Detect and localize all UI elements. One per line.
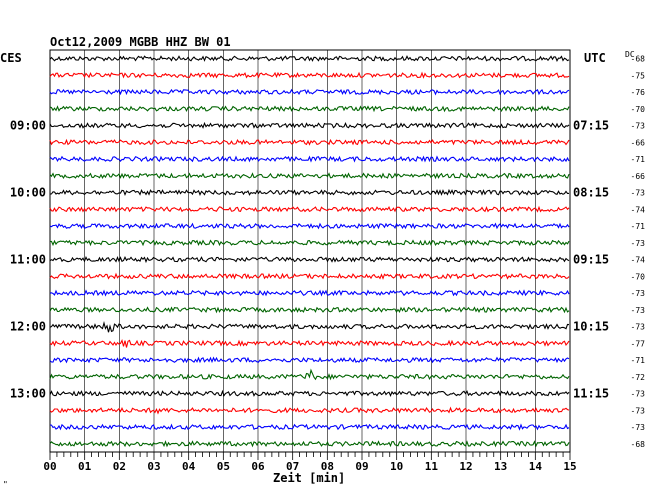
dc-offset-label: -71 xyxy=(631,222,646,231)
x-tick-label: 08 xyxy=(321,460,334,473)
x-tick-label: 09 xyxy=(355,460,368,473)
dc-offset-label: -76 xyxy=(631,88,646,97)
x-tick-label: 04 xyxy=(182,460,196,473)
dc-offset-label: -71 xyxy=(631,155,646,164)
seismic-trace xyxy=(49,55,570,62)
dc-offset-label: -68 xyxy=(631,55,646,64)
corner-mark: " xyxy=(3,480,8,489)
dc-offset-label: -70 xyxy=(631,272,646,281)
dc-offset-label: -74 xyxy=(631,205,646,214)
x-tick-label: 05 xyxy=(217,460,230,473)
plot-frame xyxy=(49,49,571,453)
dc-offset-label: -73 xyxy=(631,122,646,131)
x-tick-label: 03 xyxy=(147,460,160,473)
dc-offset-label: -77 xyxy=(631,339,646,348)
left-timezone-label: CES xyxy=(0,51,22,65)
seismic-trace xyxy=(49,272,570,280)
x-tick-label: 11 xyxy=(425,460,439,473)
seismic-trace xyxy=(49,389,570,397)
dc-offset-label: -75 xyxy=(631,71,646,80)
dc-offset-label: -73 xyxy=(631,390,646,399)
dc-offset-label: -73 xyxy=(631,306,646,315)
seismic-trace xyxy=(49,255,570,264)
seismic-trace xyxy=(49,88,570,96)
chart-title: Oct12,2009 MGBB HHZ BW 01 xyxy=(50,35,231,49)
x-tick-label: 13 xyxy=(494,460,507,473)
seismic-trace xyxy=(49,222,570,230)
dc-header: DC xyxy=(625,50,635,59)
x-tick-label: 01 xyxy=(78,460,92,473)
seismic-trace xyxy=(49,71,570,79)
hour-label-right: 11:15 xyxy=(573,387,609,401)
seismic-trace xyxy=(49,321,570,333)
hour-label-right: 08:15 xyxy=(573,186,609,200)
seismic-trace xyxy=(49,105,570,113)
hour-label-right: 09:15 xyxy=(573,253,609,267)
dc-offset-label: -68 xyxy=(631,440,646,449)
dc-offset-label: -73 xyxy=(631,239,646,248)
dc-offset-label: -72 xyxy=(631,373,646,382)
seismic-trace xyxy=(49,172,570,180)
x-tick-label: 12 xyxy=(459,460,472,473)
x-tick-label: 14 xyxy=(529,460,543,473)
seismic-trace xyxy=(49,289,570,297)
x-tick-label: 15 xyxy=(563,460,576,473)
right-timezone-label: UTC xyxy=(584,51,606,65)
x-tick-label: 02 xyxy=(113,460,126,473)
seismic-trace xyxy=(49,440,570,448)
dc-offset-label: -74 xyxy=(631,256,646,265)
x-tick-label: 00 xyxy=(43,460,56,473)
x-tick-label: 07 xyxy=(286,460,299,473)
seismic-trace xyxy=(49,406,570,415)
seismic-trace xyxy=(49,368,570,381)
x-tick-label: 06 xyxy=(251,460,265,473)
hour-label-left: 13:00 xyxy=(10,387,46,401)
dc-offset-label: -73 xyxy=(631,406,646,415)
dc-offset-label: -71 xyxy=(631,356,646,365)
hour-label-left: 11:00 xyxy=(10,253,46,267)
dc-offset-label: -73 xyxy=(631,289,646,298)
seismic-trace xyxy=(49,423,570,431)
dc-offset-label: -70 xyxy=(631,105,646,114)
seismic-trace xyxy=(49,338,570,348)
seismic-trace xyxy=(49,239,570,247)
seismic-trace xyxy=(49,188,569,197)
seismic-trace xyxy=(49,155,570,163)
x-tick-label: 10 xyxy=(390,460,403,473)
hour-label-right: 10:15 xyxy=(573,320,609,334)
seismic-trace xyxy=(49,121,570,129)
seismic-trace xyxy=(49,138,570,146)
dc-offset-label: -73 xyxy=(631,323,646,332)
dc-offset-label: -73 xyxy=(631,189,646,198)
dc-offset-label: -73 xyxy=(631,423,646,432)
seismic-trace xyxy=(49,356,570,364)
hour-label-left: 09:00 xyxy=(10,119,46,133)
hour-label-left: 10:00 xyxy=(10,186,46,200)
x-axis-label: Zeit [min] xyxy=(273,471,346,485)
dc-offset-label: -66 xyxy=(631,172,646,181)
seismic-trace xyxy=(49,205,570,213)
seismic-trace xyxy=(49,306,570,314)
dc-offset-label: -66 xyxy=(631,138,646,147)
hour-label-right: 07:15 xyxy=(573,119,609,133)
hour-label-left: 12:00 xyxy=(10,320,46,334)
